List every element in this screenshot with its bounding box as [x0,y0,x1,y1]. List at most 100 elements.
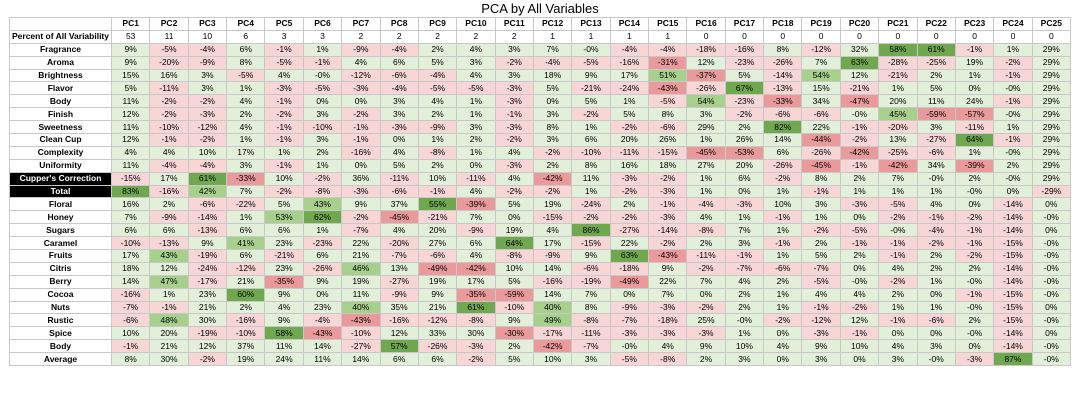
table-cell: -0% [724,313,765,328]
table-cell: -26% [763,55,803,70]
table-cell: 2% [226,107,266,122]
table-cell: 4% [226,94,266,109]
table-cell: -2% [571,107,611,122]
table-cell: -4% [916,223,956,238]
table-cell: -2% [839,133,880,147]
table-cell: 4% [878,261,918,276]
variability-cell: 0 [916,29,956,44]
table-cell: -1% [916,210,956,225]
table-cell: 1% [993,42,1033,57]
table-cell: 19% [532,197,573,212]
row-label: Finish [9,107,112,122]
column-header: PC16 [686,17,726,31]
table-cell: -33% [763,94,803,109]
table-cell: -27% [341,339,381,354]
table-cell: 27% [686,158,726,173]
table-cell: 29% [1031,42,1072,57]
table-cell: -3% [609,326,650,341]
table-cell: 2% [686,352,726,367]
table-cell: 1% [686,171,726,186]
table-cell: -6% [379,184,419,199]
table-row: Caramel -10% -13% 9% 41% 23% -23% 22% -20% 27% 6% 6… [9,236,1072,251]
table-cell: -9% [187,55,228,70]
table-cell: 0% [456,158,496,173]
table-cell: 0% [763,326,803,341]
table-cell: 5% [916,81,956,96]
table-cell: -4% [187,158,228,173]
column-header: PC17 [724,17,765,31]
table-cell: 1% [149,287,189,302]
table-cell: 12% [110,107,151,122]
table-cell: 8% [110,352,151,367]
table-cell: 0% [954,81,995,96]
table-cell: 0% [763,352,803,367]
table-cell: 29% [1031,107,1072,122]
table-cell: -2% [264,184,304,199]
table-cell: 6% [149,223,189,238]
table-cell: 24% [264,352,304,367]
table-cell: 19% [417,274,458,289]
table-cell: 4% [341,55,381,70]
table-cell: -3% [379,120,419,135]
table-cell: 3% [801,352,841,367]
table-cell: 26% [648,133,688,147]
table-cell: 3% [187,68,228,83]
table-cell: -3% [609,171,650,186]
table-cell: -42% [878,158,918,173]
table-cell: 48% [149,313,189,328]
table-cell: -26% [763,158,803,173]
table-cell: 0% [839,352,880,367]
table-cell: -1% [763,236,803,251]
table-cell: -1% [993,68,1033,83]
table-cell: 51% [648,68,688,83]
table-cell: 58% [878,42,918,57]
table-cell: 1% [763,184,803,199]
table-cell: 87% [993,352,1033,367]
table-cell: -7% [341,223,381,238]
table-cell: 11% [264,339,304,354]
table-cell: 1% [954,145,995,160]
table-cell: 3% [379,94,419,109]
table-cell: -26% [302,261,343,276]
row-label: Sugars [9,223,112,238]
table-cell: -5% [839,223,880,238]
table-cell: -9% [532,249,573,263]
table-cell: 0% [839,210,880,225]
table-cell: 7% [724,223,765,238]
variability-cell: 0 [763,29,803,44]
table-cell: 5% [417,55,458,70]
table-cell: -1% [149,300,189,315]
column-header: PC25 [1031,17,1072,31]
table-cell: 17% [532,236,573,251]
table-cell: 19% [226,352,266,367]
table-cell: -43% [648,81,688,96]
table-cell: 7% [648,287,688,302]
row-label: Average [9,352,112,367]
table-cell: -1% [264,158,304,173]
table-cell: -0% [1031,210,1072,225]
table-cell: 2% [226,300,266,315]
table-cell: -13% [149,236,189,251]
table-cell: -22% [226,197,266,212]
table-cell: -2% [763,313,803,328]
table-cell: 1% [763,287,803,302]
table-cell: 62% [302,210,343,225]
table-cell: -16% [341,145,381,160]
table-cell: 20% [149,326,189,341]
table-cell: 20% [878,94,918,109]
table-cell: -28% [878,55,918,70]
table-cell: -9% [456,223,496,238]
table-cell: -23% [724,55,765,70]
table-cell: -15% [110,171,151,186]
table-cell: 19% [341,274,381,289]
table-cell: 0% [724,184,765,199]
table-cell: 3% [226,158,266,173]
table-cell: 22% [341,236,381,251]
table-cell: -21% [878,68,918,83]
chart-title: PCA by All Variables [481,1,599,16]
table-cell: -6% [379,68,419,83]
variability-cell: 2 [417,29,458,44]
table-cell: 9% [801,339,841,354]
variability-cell: 0 [839,29,880,44]
table-cell: 15% [801,81,841,96]
